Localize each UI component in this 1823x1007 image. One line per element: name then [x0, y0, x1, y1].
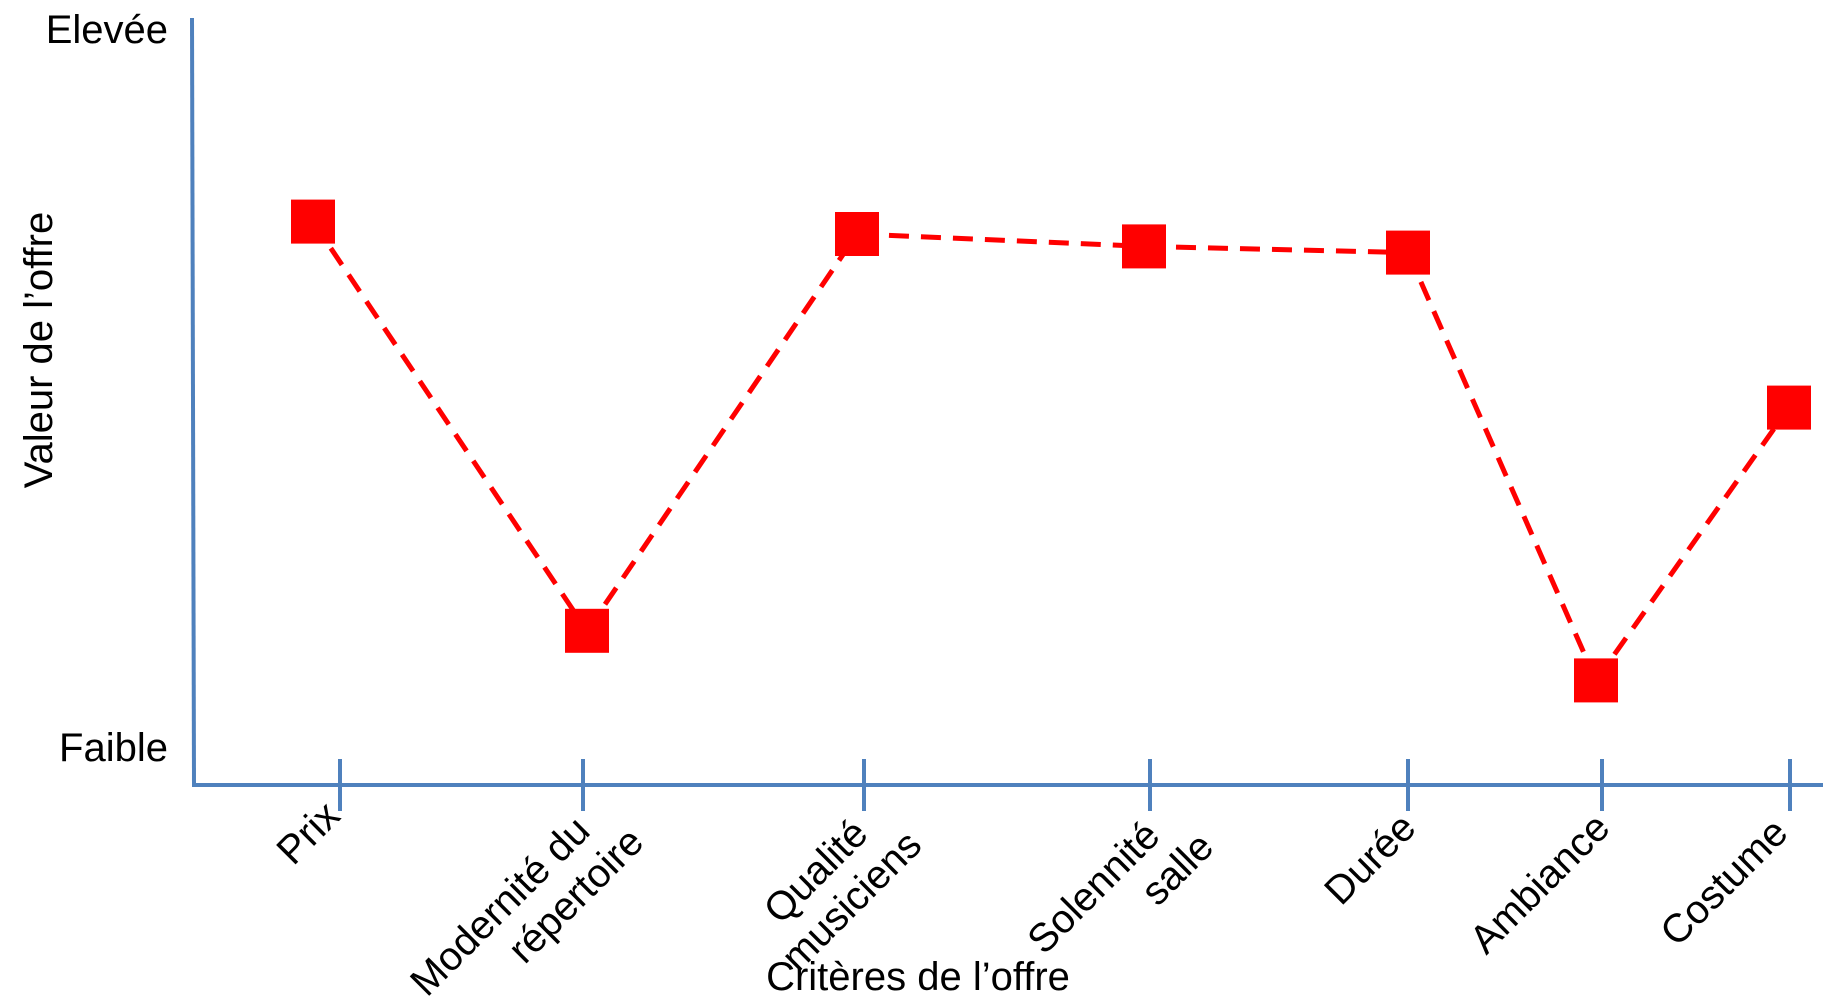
- series-segment: [1405, 251, 1599, 682]
- x-ticks: [338, 759, 1792, 811]
- x-tick-label: Durée: [1316, 805, 1424, 913]
- data-point: [565, 608, 609, 653]
- x-tick-label-line: Prix: [269, 793, 349, 873]
- axes: [190, 17, 1823, 787]
- y-axis-label: Valeur de l’offre: [17, 212, 61, 488]
- y-axis: [190, 17, 196, 786]
- x-tick-label: Ambiance: [1461, 805, 1618, 962]
- series-segment: [310, 220, 590, 633]
- y-tick-top: Elevée: [46, 8, 168, 52]
- series-segment: [856, 231, 1145, 249]
- x-tick-label-line: Durée: [1316, 805, 1424, 913]
- x-tick-label: Prix: [269, 793, 349, 873]
- x-tick-label: Costume: [1652, 810, 1796, 954]
- x-tick-label: Qualitémusiciens: [741, 790, 930, 979]
- series-points: [291, 199, 1811, 703]
- y-tick-bottom: Faible: [59, 726, 168, 770]
- x-tick-label-line: Ambiance: [1461, 805, 1618, 962]
- x-tick-label-line: Costume: [1652, 810, 1796, 954]
- data-point: [835, 212, 879, 256]
- data-point: [1574, 658, 1618, 703]
- data-point: [291, 199, 335, 244]
- data-point: [1767, 385, 1811, 430]
- series-segment: [1593, 406, 1792, 682]
- series-segment: [584, 232, 860, 633]
- series-segment: [1143, 243, 1409, 256]
- x-axis-label: Critères de l’offre: [766, 955, 1070, 999]
- series-line: [310, 220, 1792, 682]
- data-point: [1386, 230, 1430, 275]
- x-tick-label: Modernité durépertoire: [402, 787, 652, 1007]
- data-point: [1122, 224, 1166, 269]
